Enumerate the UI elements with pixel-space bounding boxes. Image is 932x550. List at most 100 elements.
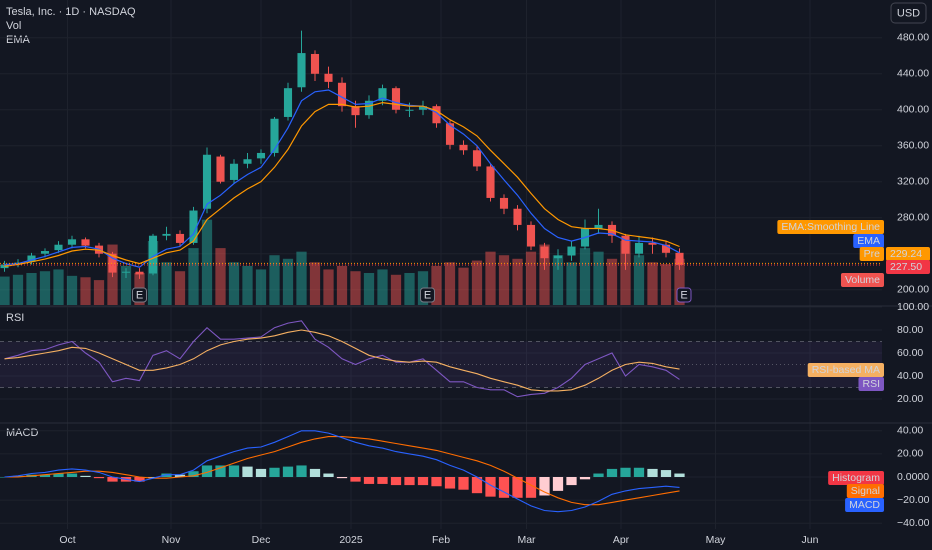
candle-body <box>202 154 212 209</box>
histogram-bar <box>228 465 240 477</box>
histogram-bar <box>674 473 685 477</box>
candle-body <box>499 197 509 209</box>
candle-body <box>283 88 293 117</box>
earnings-marker <box>420 287 435 303</box>
histogram-bar <box>188 471 199 477</box>
x-tick-label: May <box>706 534 727 546</box>
x-tick-label: Feb <box>432 534 450 546</box>
candle-body <box>621 235 630 254</box>
volume-bar <box>66 275 78 305</box>
volume-bar <box>444 262 456 305</box>
macd-title: MACD <box>6 427 38 439</box>
candle-body <box>324 73 333 82</box>
histogram-bar <box>458 477 469 490</box>
x-tick-label: 2025 <box>339 534 363 546</box>
tag-label: RSI <box>862 378 880 390</box>
volume-bar <box>552 255 564 305</box>
series-line <box>4 320 680 398</box>
volume-bar <box>309 262 321 305</box>
histogram-bar <box>201 465 213 477</box>
series-line <box>4 101 680 267</box>
volume-bar <box>363 273 375 305</box>
volume-bar <box>53 269 64 305</box>
y-tick-label: 320.00 <box>897 176 929 188</box>
candle-body <box>310 53 320 74</box>
candle-body <box>81 239 90 246</box>
volume-bar <box>174 271 186 305</box>
candle-body <box>648 242 657 245</box>
candle-body <box>364 100 374 116</box>
histogram-bar <box>620 467 631 477</box>
histogram-bar <box>309 468 321 477</box>
histogram-bar <box>134 477 145 482</box>
y-tick-label: −20.00 <box>897 494 930 506</box>
tag <box>853 234 884 248</box>
histogram-bar <box>417 477 429 486</box>
volume-bar <box>471 260 483 305</box>
candle-body <box>351 106 360 116</box>
histogram-bar <box>512 477 523 498</box>
histogram-bar <box>498 477 510 498</box>
histogram-bar <box>53 473 64 477</box>
candle-body <box>40 251 50 254</box>
tag-label: Signal <box>851 485 880 497</box>
tag <box>886 247 930 261</box>
histogram-bar <box>552 477 564 491</box>
y-tick-label: −40.00 <box>897 517 930 529</box>
volume-bar <box>525 251 537 305</box>
tag-label: Histogram <box>832 472 880 484</box>
histogram-bar <box>12 475 24 477</box>
histogram-bar <box>39 474 51 477</box>
volume-bar <box>12 274 24 305</box>
volume-bar <box>620 241 631 305</box>
histogram-bar <box>390 477 402 486</box>
tag <box>886 260 930 274</box>
volume-bar <box>647 262 658 305</box>
candle-body <box>121 271 131 273</box>
volume-bar <box>26 273 37 305</box>
candle-body <box>513 208 522 225</box>
volume-bar <box>269 255 280 305</box>
earnings-marker <box>132 287 147 303</box>
y-tick-label: 280.00 <box>897 212 929 224</box>
volume-bar <box>458 267 469 305</box>
candle-body <box>418 106 428 110</box>
volume-bar <box>93 280 105 305</box>
volume-bar <box>336 265 348 305</box>
tag-label: Volume <box>845 274 880 286</box>
histogram-bar <box>660 470 672 477</box>
candle-body <box>526 224 536 247</box>
volume-bar <box>39 271 51 305</box>
y-tick-label: 40.00 <box>897 425 923 437</box>
histogram-bar <box>350 477 361 482</box>
x-tick-label: Dec <box>252 534 271 546</box>
volume-bar <box>674 258 685 305</box>
volume-bar <box>498 255 510 305</box>
volume-bar <box>566 262 577 305</box>
candle-body <box>243 159 252 164</box>
currency-button[interactable] <box>890 2 927 24</box>
candle-body <box>175 233 185 243</box>
histogram-bar <box>566 477 577 486</box>
volume-bar <box>255 269 267 305</box>
volume-bar <box>404 273 415 305</box>
candle-body <box>405 109 414 111</box>
tag-label: EMA:Smoothing Line <box>781 221 880 233</box>
rsi-title: RSI <box>6 312 24 324</box>
x-tick-label: Mar <box>517 534 536 546</box>
histogram-bar <box>323 473 334 477</box>
earnings-label: E <box>424 289 431 301</box>
y-tick-label: 480.00 <box>897 32 929 44</box>
series-line <box>4 329 680 392</box>
histogram-bar <box>471 477 483 494</box>
currency-label[interactable]: USD <box>897 7 920 19</box>
y-tick-label: 200.00 <box>897 283 929 295</box>
volume-bar <box>228 262 240 305</box>
histogram-bar <box>539 477 550 496</box>
volume-bar <box>242 265 253 305</box>
candle-body <box>256 152 266 159</box>
tag <box>777 220 884 234</box>
volume-bar <box>660 264 672 305</box>
volume-bar <box>201 219 213 305</box>
